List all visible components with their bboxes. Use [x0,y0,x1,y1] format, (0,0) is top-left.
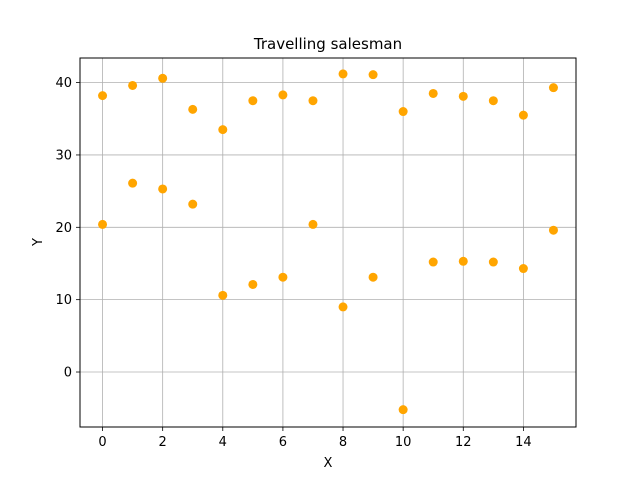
x-tick-label: 6 [279,435,287,450]
x-tick-label: 2 [159,435,167,450]
y-tick-label: 40 [55,76,72,91]
data-point [368,272,378,282]
data-point [278,272,288,282]
data-point [248,279,258,289]
data-points [98,69,558,415]
data-point [278,90,288,100]
data-point [128,178,138,188]
y-tick-label: 10 [55,293,72,308]
data-point [548,225,558,235]
y-tick-label: 30 [55,148,72,163]
data-point [458,256,468,266]
x-tick-label: 12 [455,435,472,450]
data-point [548,83,558,93]
data-point [98,219,108,229]
x-tick-label: 0 [98,435,106,450]
data-point [488,257,498,267]
data-point [188,199,198,209]
x-tick-label: 14 [515,435,532,450]
data-point [398,107,408,117]
data-point [98,91,108,101]
chart-title: Travelling salesman [253,35,402,53]
data-point [428,257,438,267]
data-point [428,88,438,98]
data-point [398,405,408,415]
y-axis-label: Y [31,238,46,247]
x-tick-label: 10 [395,435,412,450]
data-point [158,184,168,194]
x-axis-label: X [324,456,333,471]
data-point [338,302,348,312]
x-tick-label: 8 [339,435,347,450]
grid [80,58,576,427]
data-point [218,290,228,300]
y-tick-label: 20 [55,221,72,236]
data-point [218,125,228,135]
data-point [308,219,318,229]
data-point [248,96,258,106]
ticks: 0 2 4 6 8 10 12 14 0 10 20 30 40 [55,76,531,450]
y-tick-label: 0 [64,366,72,381]
axes-frame [79,57,577,428]
data-point [518,264,528,274]
data-point [128,80,138,90]
data-point [458,91,468,101]
data-point [158,73,168,83]
data-point [308,96,318,106]
data-point [488,96,498,106]
data-point [188,104,198,114]
data-point [368,70,378,80]
x-tick-label: 4 [219,435,227,450]
data-point [518,110,528,120]
data-point [338,69,348,79]
